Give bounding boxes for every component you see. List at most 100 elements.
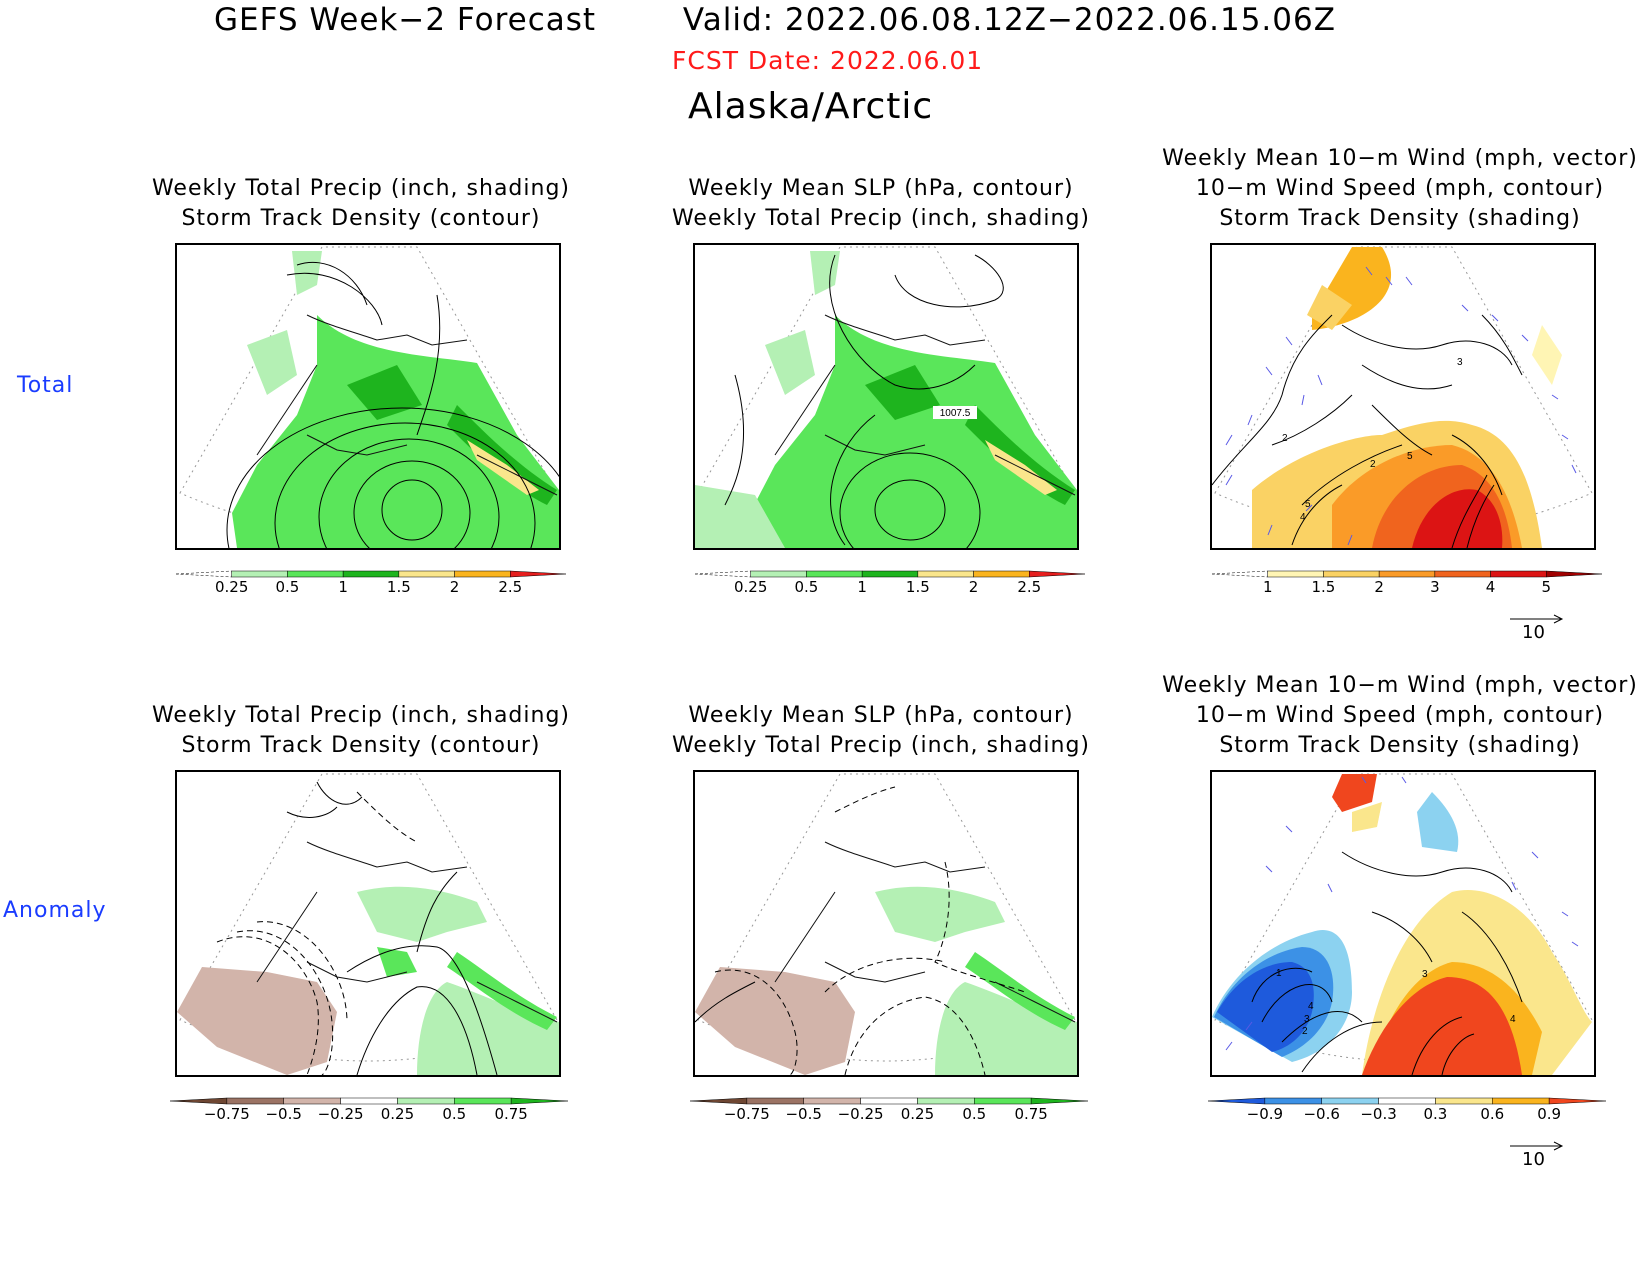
panel-title-slp-anomaly: Weekly Mean SLP (hPa, contour) Weekly To… [646, 701, 1116, 761]
colorbar-swatch [860, 1097, 918, 1105]
wind-speed-contour [1291, 474, 1495, 548]
contour-line [346, 945, 498, 1075]
panel-title-wind-anomaly: Weekly Mean 10−m Wind (mph, vector) 10−m… [1160, 671, 1640, 761]
colorbar-swatch [287, 570, 344, 578]
colorbar-swatch [231, 570, 288, 578]
colorbar-graphic: −0.75 −0.5 −0.25 0.25 0.5 0.75 [169, 1097, 569, 1123]
colorbar-tick-label: 5 [1542, 578, 1552, 596]
storm-shade-pos-strong [1362, 977, 1522, 1075]
colorbar-storm-anomaly: −0.9 −0.6 −0.3 0.3 0.6 0.9 [1207, 1097, 1616, 1125]
colorbar-swatch [398, 570, 455, 578]
isobar [829, 254, 976, 390]
panel-title-line: 10−m Wind Speed (mph, contour) [1195, 176, 1605, 201]
map-precip-anomaly [175, 770, 561, 1077]
colorbar-swatch [1378, 570, 1436, 578]
precip-shade-light [695, 485, 785, 548]
vector-reference-label: 10 [1522, 622, 1545, 643]
colorbar-tick-label: 0.25 [901, 1105, 934, 1123]
colorbar-swatch [1207, 1097, 1266, 1105]
colorbar-swatch [454, 570, 511, 578]
colorbar-tick-label: 0.25 [381, 1105, 414, 1123]
colorbar-tick-label: 0.75 [1014, 1105, 1047, 1123]
precip-shade-wet-light [875, 886, 1005, 942]
colorbar-swatch [397, 1097, 455, 1105]
precip-shade-heavy [965, 405, 1075, 505]
vector-arrow-icon [1510, 1141, 1564, 1151]
colorbar-swatch [454, 1097, 512, 1105]
panel-title-line: 10−m Wind Speed (mph, contour) [1195, 703, 1605, 728]
colorbar-tick-label: 1.5 [387, 578, 411, 596]
colorbar-swatch [1321, 1097, 1379, 1105]
colorbar-swatch [917, 1097, 975, 1105]
colorbar-tick-label: 0.6 [1480, 1105, 1504, 1123]
contour-label: 1007.5 [940, 408, 971, 419]
colorbar-swatch [1211, 570, 1268, 578]
panel-title-precip-total: Weekly Total Precip (inch, shading) Stor… [126, 174, 596, 234]
colorbar-swatch [283, 1097, 341, 1105]
colorbar-tick-label: 1 [857, 578, 867, 596]
contour-line [318, 438, 500, 548]
panel-title-line: Storm Track Density (contour) [181, 733, 541, 758]
storm-shade-pos-light [1352, 802, 1382, 832]
coastline [256, 314, 558, 496]
colorbar-swatch [226, 1097, 284, 1105]
precip-shade-wet-light [357, 886, 487, 942]
colorbar-swatch [510, 570, 567, 578]
precip-shade-wet [965, 952, 1075, 1030]
colorbar-swatch [1435, 1097, 1493, 1105]
precip-shade-wet-light [417, 982, 559, 1075]
precip-shade-light [247, 330, 297, 395]
colorbar-tick-label: 2 [969, 578, 979, 596]
storm-shade-neg-strong [1217, 962, 1314, 1052]
storm-shade-yellow [1307, 285, 1352, 330]
panel-title-line: Weekly Mean 10−m Wind (mph, vector) [1162, 146, 1638, 171]
vector-reference: 10 [1508, 610, 1568, 643]
coastline [774, 314, 1076, 496]
colorbar-swatch [1030, 1097, 1089, 1105]
colorbar-tick-label: 1 [338, 578, 348, 596]
panel-title-line: Weekly Total Precip (inch, shading) [151, 703, 571, 728]
colorbar-tick-label: −0.75 [724, 1105, 770, 1123]
contour-line-negative [216, 921, 348, 1075]
contour-label: 5 [1305, 499, 1311, 510]
precip-shade-light [765, 330, 815, 395]
contour-labels: 1 4 3 2 3 4 [1276, 968, 1516, 1037]
colorbar-swatch [340, 1097, 398, 1105]
row-label-anomaly: Anomaly [3, 898, 107, 923]
colorbar-tick-label: −0.25 [838, 1105, 884, 1123]
colorbar-tick-label: 0.75 [494, 1105, 527, 1123]
contour-line [274, 422, 536, 548]
colorbar-graphic: 0.25 0.5 1 1.5 2 2.5 [175, 570, 567, 596]
colorbar-tick-label: 2.5 [1017, 578, 1041, 596]
colorbar-precip-anomaly: −0.75 −0.5 −0.25 0.25 0.5 0.75 [169, 1097, 578, 1125]
colorbar-tick-label: 0.9 [1537, 1105, 1561, 1123]
colorbar-swatch [342, 570, 400, 578]
precip-shade-light [810, 251, 840, 295]
colorbar-graphic: 1 1.5 2 3 4 5 [1211, 570, 1603, 596]
colorbar-swatch [694, 570, 751, 578]
isobar-negative [714, 957, 986, 1075]
colorbar-swatch [510, 1097, 569, 1105]
colorbar-tick-label: 2.5 [498, 578, 522, 596]
contour-label: 3 [1304, 1014, 1310, 1025]
colorbar-swatch [1378, 1097, 1436, 1105]
main-title: GEFS Week−2 Forecast Valid: 2022.06.08.1… [214, 2, 1336, 38]
panel-title-line: Storm Track Density (shading) [1219, 733, 1581, 758]
row-label-total: Total [17, 373, 74, 398]
colorbar-tick-label: −0.75 [204, 1105, 250, 1123]
colorbar-tick-label: 4 [1486, 578, 1496, 596]
contour-label: 2 [1370, 459, 1376, 470]
panel-title-precip-anomaly: Weekly Total Precip (inch, shading) Stor… [126, 701, 596, 761]
colorbar-tick-label: 2 [450, 578, 460, 596]
colorbar-precip-total: 0.25 0.5 1 1.5 2 2.5 [175, 570, 576, 598]
colorbar-swatch [1546, 570, 1603, 578]
storm-shade-light [1532, 325, 1562, 385]
contour-labels: 2 3 2 5 4 5 [1282, 357, 1463, 523]
precip-shade-dry [695, 967, 855, 1075]
colorbar-swatch [175, 570, 232, 578]
contour-label: 5 [1407, 451, 1413, 462]
contour-label: 1 [1276, 968, 1282, 979]
colorbar-swatch [861, 570, 919, 578]
colorbar-tick-label: 0.5 [962, 1105, 986, 1123]
precip-shade-wet [447, 952, 557, 1030]
